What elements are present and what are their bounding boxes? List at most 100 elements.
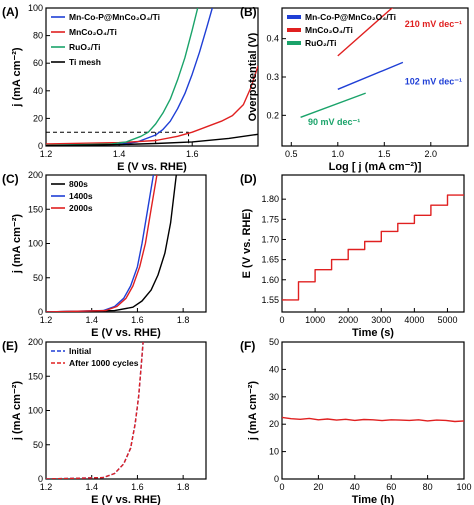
x-tick-label: 1.2 — [40, 482, 53, 492]
slope-annotation: 210 mV dec⁻¹ — [405, 19, 462, 29]
x-tick-label: 1.4 — [113, 149, 126, 159]
x-tick-label: 5000 — [437, 315, 457, 325]
legend-label: Initial — [69, 346, 91, 356]
x-axis-label: E (V vs. RHE) — [117, 161, 187, 173]
plot-area — [46, 342, 144, 479]
series-line — [282, 194, 464, 301]
y-tick-label: 100 — [28, 406, 43, 416]
y-tick-label: 0 — [274, 474, 279, 484]
y-tick-label: 200 — [28, 337, 43, 347]
y-tick-label: 0 — [38, 307, 43, 317]
y-axis-label: j (mA cm⁻²) — [11, 47, 23, 108]
y-axis-label: E (V vs. RHE) — [241, 208, 253, 278]
panel-label: (E) — [2, 339, 18, 353]
y-tick-label: 40 — [269, 364, 279, 374]
x-tick-label: 0.5 — [285, 149, 298, 159]
x-axis-label: E (V vs. RHE) — [91, 494, 161, 505]
x-tick-label: 1.4 — [85, 482, 98, 492]
x-tick-label: 1.2 — [40, 315, 53, 325]
y-tick-label: 1.65 — [261, 255, 279, 265]
legend: 800s 1400s 2000s — [51, 179, 93, 213]
plot-frame — [281, 174, 465, 313]
legend-label: RuO₂/Ti — [305, 38, 336, 48]
legend-label: MnCo₂O₄/Ti — [69, 27, 117, 37]
panel-label: (D) — [240, 172, 257, 186]
y-tick-label: 1.55 — [261, 295, 279, 305]
legend-label: Mn-Co-P@MnCo₂O₄/Ti — [69, 12, 160, 22]
y-tick-label: 20 — [269, 419, 279, 429]
series-line — [46, 175, 177, 312]
legend-label: MnCo₂O₄/Ti — [305, 25, 353, 35]
x-axis-label: Time (h) — [352, 494, 395, 505]
panel-b: 0.5 1.0 1.5 2.0 0.2 0.3 0.4 Log [ j (mA cm⁻²)] O… — [240, 5, 469, 173]
x-tick-label: 4000 — [404, 315, 424, 325]
y-tick-label: 10 — [269, 447, 279, 457]
plot-area — [300, 8, 404, 118]
series-line — [46, 175, 158, 312]
panel-f: 0 20 40 60 80 100 0 10 20 30 40 50 Time (h) j (mA cm⁻… — [240, 337, 472, 505]
x-tick-label: 2000 — [338, 315, 358, 325]
x-tick-label: 100 — [456, 482, 471, 492]
legend: Initial After 1000 cycles — [51, 346, 139, 368]
y-axis-label: j (mA cm⁻²) — [11, 214, 23, 275]
x-tick-label: 1000 — [305, 315, 325, 325]
panel-label: (C) — [2, 172, 19, 186]
y-tick-label: 20 — [33, 113, 43, 123]
legend-label: 1400s — [69, 191, 93, 201]
series-line — [46, 65, 258, 145]
series-line — [46, 175, 155, 312]
x-tick-label: 1.2 — [40, 149, 53, 159]
panel-e: 1.2 1.4 1.6 1.8 0 50 100 150 200 E (V vs. RHE) j (… — [2, 337, 207, 505]
x-axis-label: Log [ j (mA cm⁻²)] — [329, 161, 422, 173]
y-tick-label: 100 — [28, 3, 43, 13]
y-tick-label: 0.4 — [266, 34, 279, 44]
x-tick-label: 1.6 — [131, 315, 144, 325]
x-axis-label: E (V vs. RHE) — [91, 327, 161, 339]
y-tick-label: 50 — [33, 440, 43, 450]
y-tick-label: 60 — [33, 58, 43, 68]
x-tick-label: 0 — [279, 315, 284, 325]
legend-label: RuO₂/Ti — [69, 42, 100, 52]
series-line — [337, 8, 394, 57]
x-tick-label: 1.8 — [177, 482, 190, 492]
legend: Mn-Co-P@MnCo₂O₄/Ti MnCo₂O₄/Ti RuO₂/Ti Ti me… — [51, 12, 160, 67]
plot-area — [46, 8, 258, 146]
y-axis-label: j (mA cm⁻²) — [247, 381, 259, 442]
x-tick-label: 1.8 — [177, 315, 190, 325]
legend-label: After 1000 cycles — [69, 358, 139, 368]
y-tick-label: 80 — [33, 31, 43, 41]
series-line — [46, 133, 258, 146]
x-tick-label: 20 — [313, 482, 323, 492]
x-tick-label: 1.0 — [332, 149, 345, 159]
panel-d: 0 1000 2000 3000 4000 5000 1.55 1.60 1.65 1.70 1.7… — [240, 172, 465, 339]
y-tick-label: 0 — [38, 141, 43, 151]
y-tick-label: 1.60 — [261, 275, 279, 285]
plot-frame — [281, 341, 465, 480]
y-tick-label: 40 — [33, 86, 43, 96]
plot-frame — [45, 7, 259, 147]
y-axis-label: j (mA cm⁻²) — [11, 381, 23, 442]
y-axis-label: Overpotential (V) — [247, 32, 259, 121]
y-tick-label: 1.80 — [261, 194, 279, 204]
y-tick-label: 150 — [28, 204, 43, 214]
slope-annotation: 90 mV dec⁻¹ — [308, 117, 360, 127]
y-tick-label: 0.2 — [266, 110, 279, 120]
legend-label: 800s — [69, 179, 88, 189]
legend-label: 2000s — [69, 203, 93, 213]
panel-label: (F) — [240, 339, 255, 353]
panel-a: 1.2 1.4 1.6 0 20 40 60 80 100 E (V vs. RHE) j (mA … — [2, 3, 259, 173]
y-tick-label: 50 — [269, 337, 279, 347]
plot-area — [46, 175, 177, 312]
series-line — [46, 8, 199, 146]
x-tick-label: 1.6 — [131, 482, 144, 492]
legend-label: Mn-Co-P@MnCo₂O₄/Ti — [305, 12, 396, 22]
y-tick-label: 0 — [38, 474, 43, 484]
y-tick-label: 100 — [28, 239, 43, 249]
legend-label: Ti mesh — [69, 57, 101, 67]
x-tick-label: 40 — [350, 482, 360, 492]
x-tick-label: 1.4 — [85, 315, 98, 325]
plot-area — [282, 416, 464, 423]
slope-annotation: 102 mV dec⁻¹ — [405, 77, 462, 87]
series-line — [282, 416, 464, 423]
